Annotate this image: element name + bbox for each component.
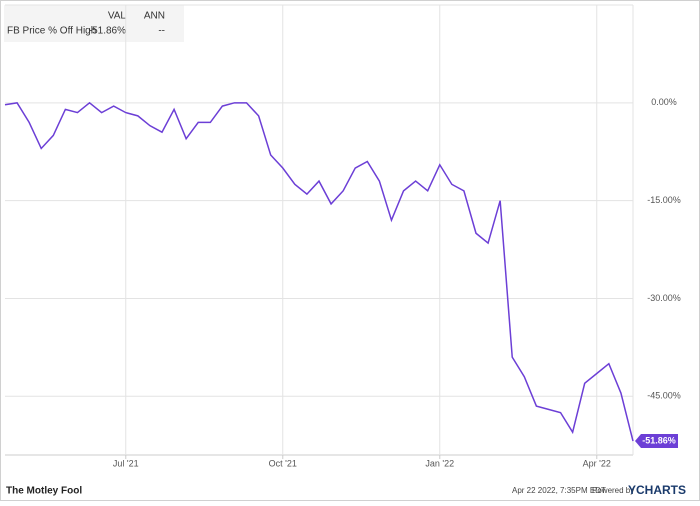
powered-by: Powered by — [592, 486, 634, 495]
x-tick-label: Jan '22 — [425, 458, 454, 468]
value-label-bg — [635, 434, 678, 449]
y-tick-label: -45.00% — [647, 391, 681, 401]
legend-label: FB Price % Off High — [7, 26, 96, 37]
y-tick-label: -15.00% — [647, 195, 681, 205]
legend-value: -51.86% — [89, 26, 126, 37]
legend-header: VAL — [108, 11, 127, 22]
x-tick-label: Oct '21 — [269, 458, 297, 468]
x-tick-label: Jul '21 — [113, 458, 139, 468]
y-tick-label: -30.00% — [647, 293, 681, 303]
data-line — [4, 101, 634, 442]
value-label: -51.86% — [642, 435, 676, 445]
legend-header: ANN — [144, 11, 165, 22]
legend-value: -- — [158, 26, 165, 37]
timestamp: Apr 22 2022, 7:35PM EDT. — [512, 486, 607, 495]
logo-text: The Motley Fool — [6, 486, 82, 497]
y-tick-label: 0.00% — [651, 97, 677, 107]
x-tick-label: Apr '22 — [583, 458, 611, 468]
brand: YCHARTS — [628, 483, 686, 497]
legend-box — [4, 5, 184, 42]
